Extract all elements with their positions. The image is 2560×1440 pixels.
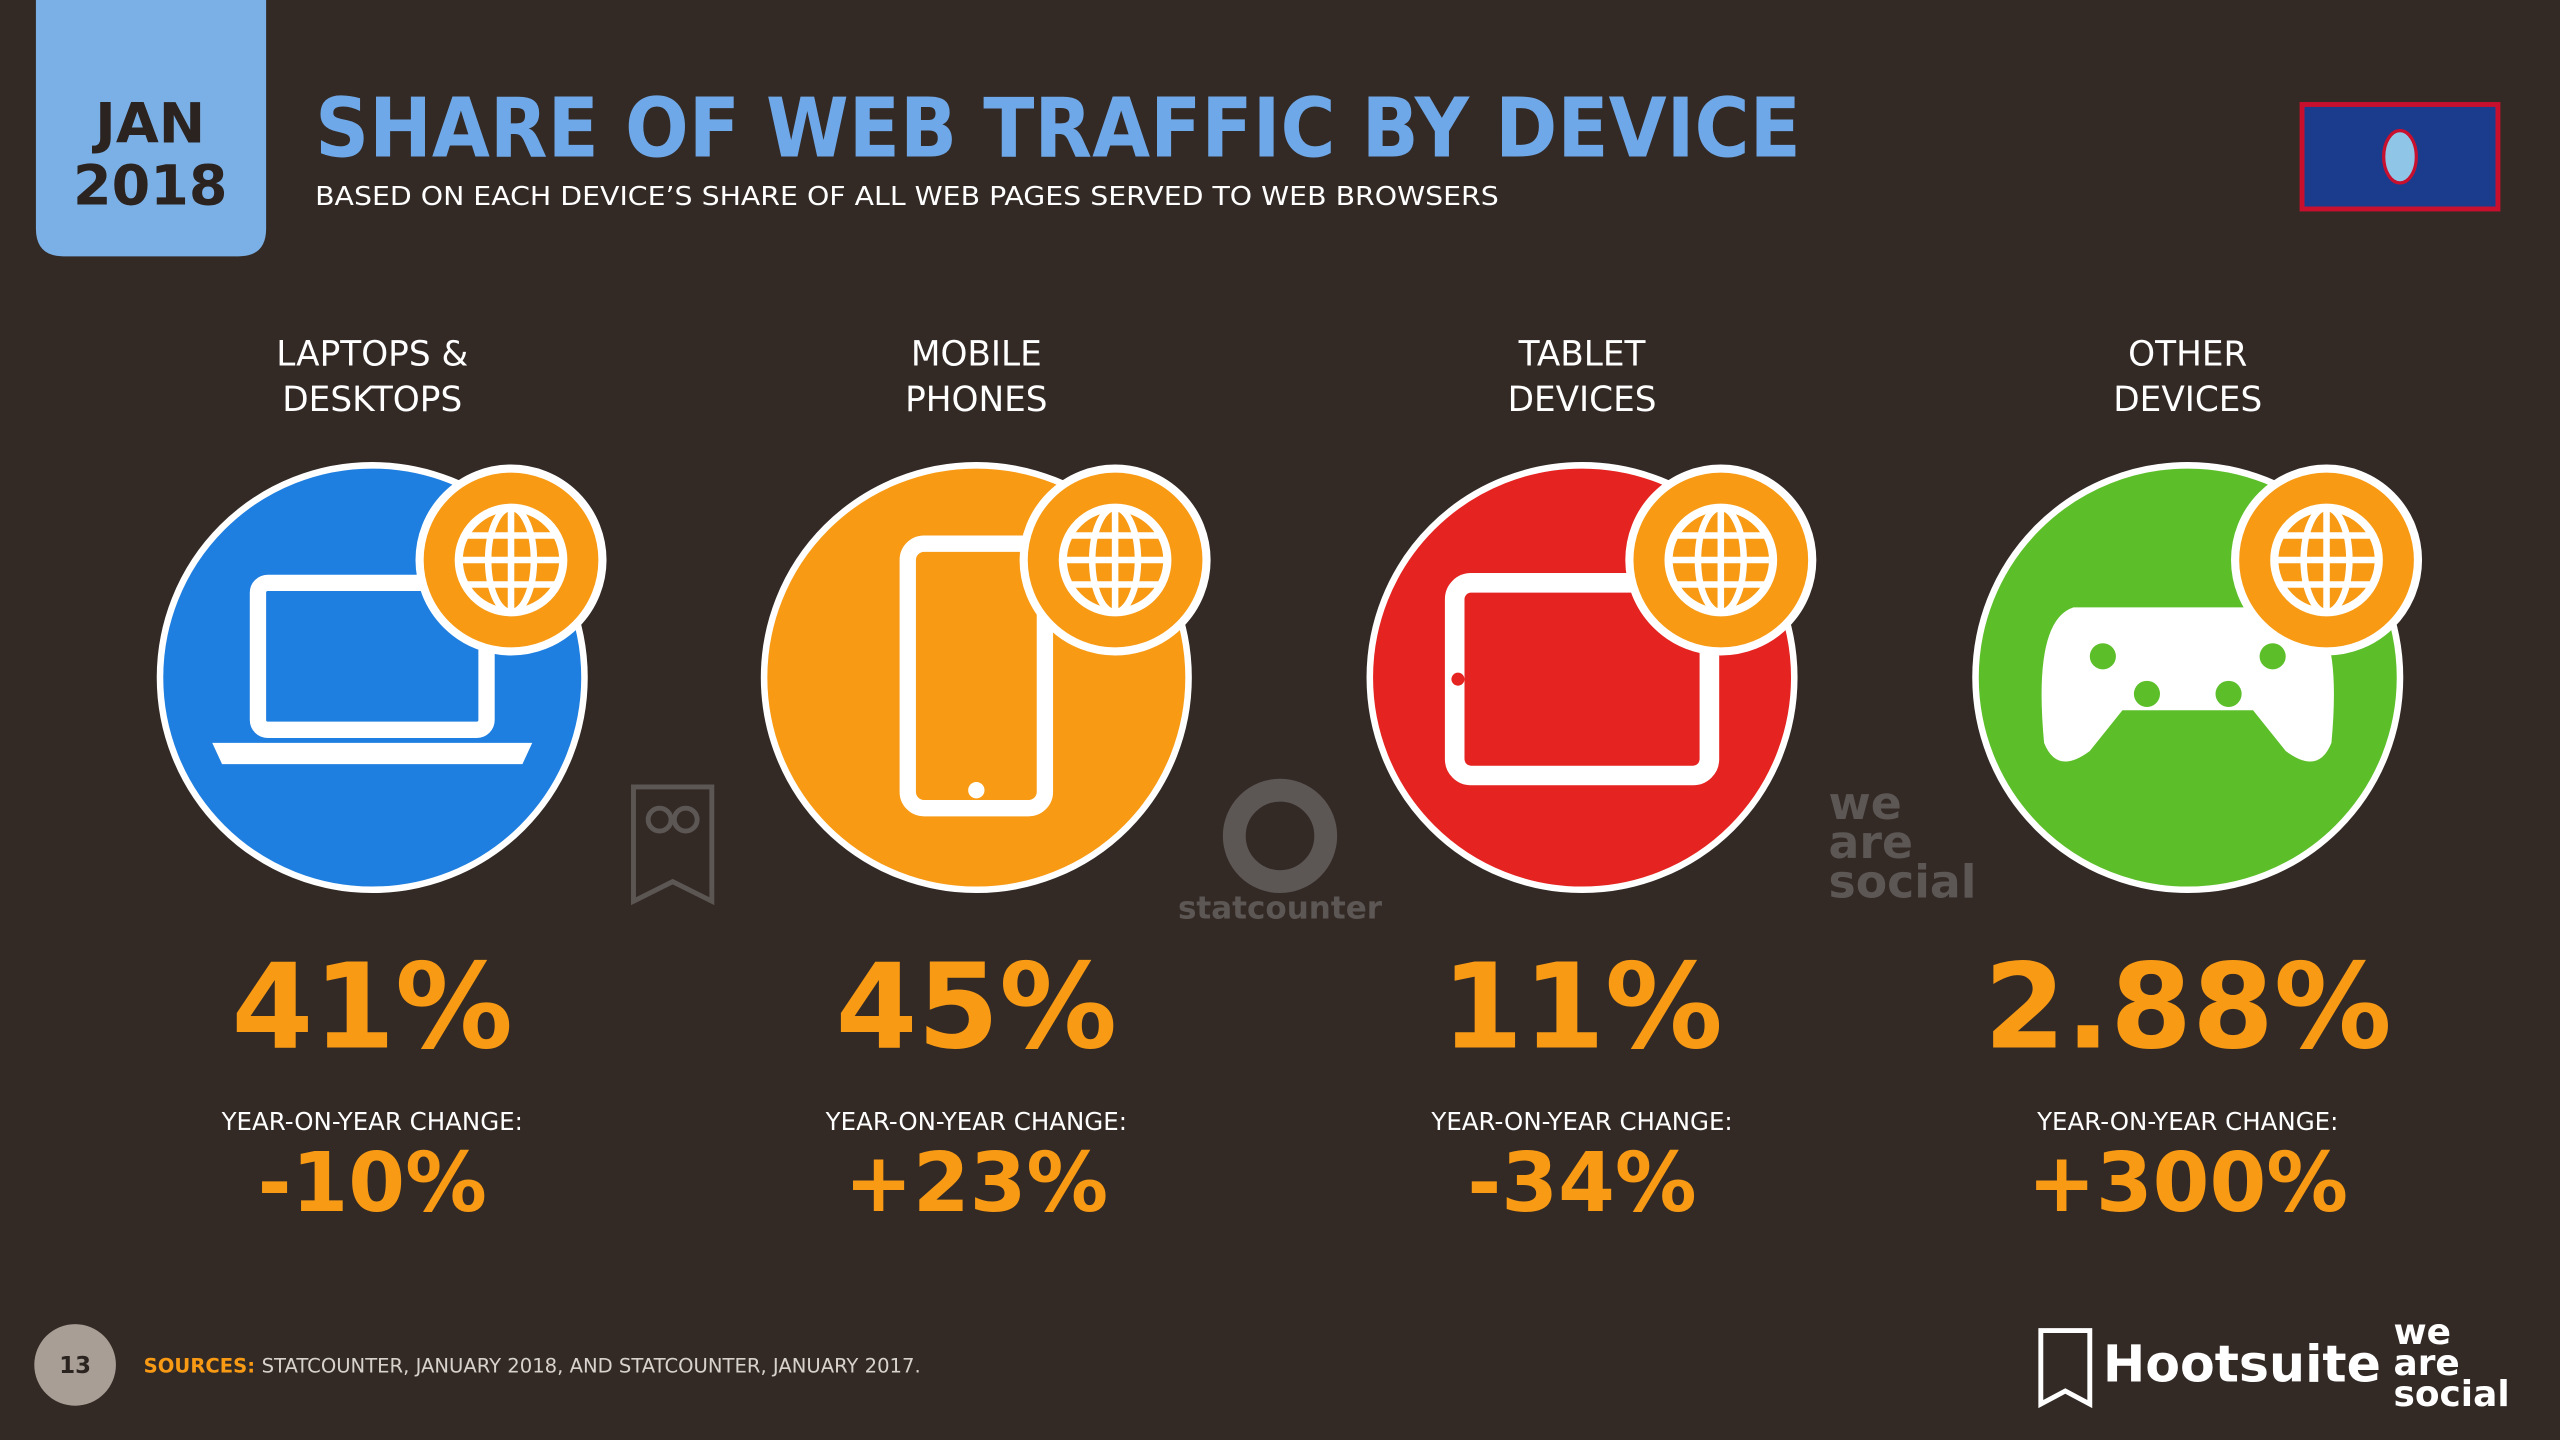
change-label: YEAR-ON-YEAR CHANGE: [825,1107,1127,1136]
device-label: LAPTOPS & [276,334,468,374]
statcounter-text: statcounter [1178,890,1383,926]
globe-lines [1668,507,1774,613]
gamepad [2041,607,2334,762]
gamepad-button [2089,643,2116,670]
date-tab [35,0,267,257]
watermark-we-are-social: we are social [1829,777,1977,908]
change: +23% [844,1136,1108,1231]
laptop-screen [249,574,495,738]
subtitle: BASED ON EACH DEVICE’S SHARE OF ALL WEB … [315,182,1499,212]
device-label: PHONES [905,380,1047,420]
flag [2299,102,2501,212]
owl-icon [631,784,715,906]
device-label: DEVICES [1508,380,1657,420]
share: 2.88% [1984,939,2392,1076]
device-label: MOBILE [911,334,1042,374]
watermark-hootsuite [631,784,715,906]
change-label: YEAR-ON-YEAR CHANGE: [221,1107,523,1136]
device: TABLET DEVICES 11% YEAR-ON-YEAR CHANGE:-34% [1366,334,1817,1231]
page-badge [34,1324,116,1406]
globe-lines [1062,507,1168,613]
was-word: we [1829,777,1902,830]
device-label: TABLET [1518,334,1647,374]
devices: LAPTOPS & DESKTOPS 41% YEAR-ON-YEAR CHANGE:… [156,334,2423,1231]
statcounter-icon [1222,778,1338,894]
sources: SOURCES: STATCOUNTER, JANUARY 2018, AND S… [144,1354,921,1377]
change: -10% [258,1136,487,1231]
device: OTHER DEVICES 2.88% YEAR-ON-YEAR CHANGE:+30… [1972,334,2423,1231]
gamepad-button [2259,643,2286,670]
device: MOBILE PHONES 45% YEAR-ON-YEAR CHANGE:+23% [760,334,1211,1231]
brand-word: are [2393,1343,2459,1384]
page-number: 13 [59,1353,91,1379]
device-label: DESKTOPS [282,380,462,420]
share: 11% [1441,939,1722,1076]
watermark-statcounter: statcounter [1178,778,1383,926]
change: +300% [2027,1136,2348,1231]
was-word: are [1829,816,1913,869]
sources-text: STATCOUNTER, JANUARY 2018, AND STATCOUNT… [262,1354,921,1377]
device-label: DEVICES [2113,380,2262,420]
tablet-button [1451,672,1465,686]
brand-hootsuite: Hootsuite [2103,1335,2381,1394]
hootsuite-logo [2038,1328,2093,1409]
gamepad-button [2215,680,2242,707]
globe-lines [2274,507,2379,613]
brand-word: we [2393,1312,2451,1353]
owl-eye [645,805,674,834]
share: 41% [232,939,513,1076]
share: 45% [836,939,1117,1076]
owl-eye [671,805,700,834]
brand-word: social [2393,1374,2509,1415]
laptop-base [212,742,533,765]
phone-button [968,782,985,799]
sources-label: SOURCES: [144,1354,255,1377]
change-label: YEAR-ON-YEAR CHANGE: [1430,1107,1732,1136]
flag-seal [2382,128,2418,185]
globe-lines [458,507,564,613]
date-year: 2018 [73,154,227,219]
title: SHARE OF WEB TRAFFIC BY DEVICE [315,81,1801,176]
device: LAPTOPS & DESKTOPS 41% YEAR-ON-YEAR CHANGE:… [156,334,607,1231]
phone [899,535,1054,817]
gamepad-button [2133,680,2160,707]
device-label: OTHER [2128,334,2247,374]
was-word: social [1829,855,1977,908]
change-label: YEAR-ON-YEAR CHANGE: [2036,1107,2338,1136]
date-month: JAN [91,91,205,156]
change: -34% [1467,1136,1696,1231]
